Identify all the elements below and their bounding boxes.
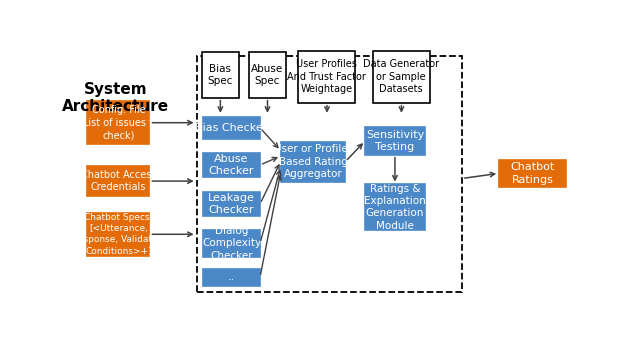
Text: Abuse
Spec: Abuse Spec [251,64,284,86]
FancyBboxPatch shape [365,127,425,155]
Text: Bias
Spec: Bias Spec [207,64,233,86]
FancyBboxPatch shape [281,142,346,182]
Text: Ratings &
Explanation
Generation
Module: Ratings & Explanation Generation Module [364,184,426,231]
Text: Data Generator
or Sample
Datasets: Data Generator or Sample Datasets [363,59,439,94]
FancyBboxPatch shape [203,117,260,139]
Text: ..: .. [228,272,235,282]
FancyBboxPatch shape [499,160,566,187]
FancyBboxPatch shape [202,52,239,97]
Text: Config. File
(List of issues to
check): Config. File (List of issues to check) [79,105,158,140]
Text: Dialog
Complexity
Checker: Dialog Complexity Checker [202,226,261,261]
FancyBboxPatch shape [203,153,260,177]
FancyBboxPatch shape [203,269,260,286]
FancyBboxPatch shape [372,51,429,103]
Text: Sensitivity
Testing: Sensitivity Testing [366,130,424,152]
Text: Chatbot
Ratings: Chatbot Ratings [511,162,555,185]
Text: Chatbot Specs:
[<Utterance,
Response, Validation
Conditions>+]: Chatbot Specs: [<Utterance, Response, Va… [72,213,165,255]
FancyBboxPatch shape [365,184,425,230]
FancyBboxPatch shape [88,213,150,256]
Text: Abuse
Checker: Abuse Checker [209,154,254,176]
Text: Chatbot Access
Credentials: Chatbot Access Credentials [81,170,156,192]
FancyBboxPatch shape [88,101,150,144]
Text: Bias Checker: Bias Checker [195,123,268,133]
FancyBboxPatch shape [203,192,260,216]
FancyBboxPatch shape [249,52,286,97]
Text: Leakage
Checker: Leakage Checker [208,193,255,215]
FancyBboxPatch shape [298,51,355,103]
FancyBboxPatch shape [88,166,150,196]
Text: User Profiles
And Trust Factor
Weightage: User Profiles And Trust Factor Weightage [287,59,366,94]
FancyBboxPatch shape [203,230,260,257]
Text: System
Architecture: System Architecture [62,82,169,114]
Text: User or Profile-
Based Rating
Aggregator: User or Profile- Based Rating Aggregator [275,144,352,179]
